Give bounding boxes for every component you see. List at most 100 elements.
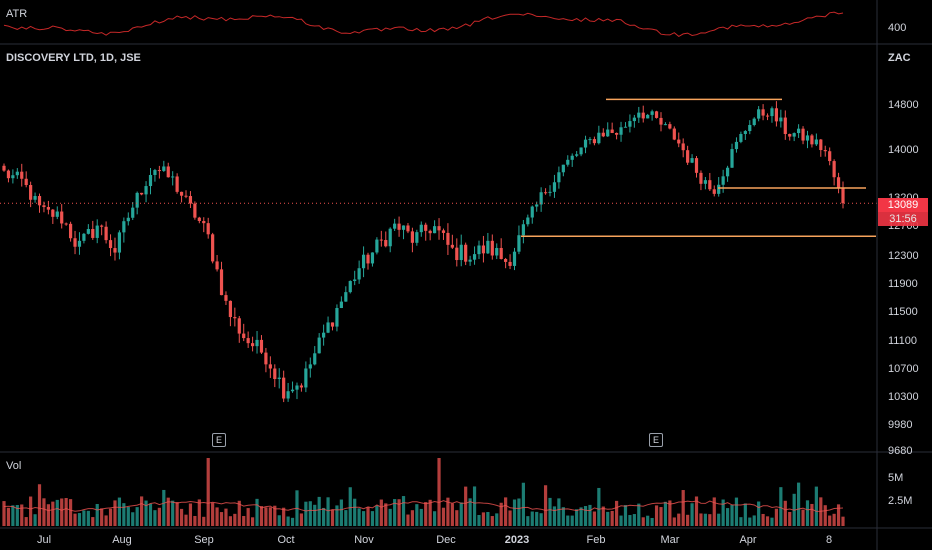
volume-bar xyxy=(361,511,366,526)
candle-body xyxy=(508,261,512,266)
volume-bar xyxy=(464,486,468,526)
volume-bar xyxy=(86,510,90,526)
candle-body xyxy=(401,225,406,230)
price-tick-label: 9980 xyxy=(888,419,912,431)
candle-body xyxy=(792,133,796,137)
volume-bar xyxy=(68,499,73,526)
volume-tick-label: 5M xyxy=(888,472,903,484)
candle-body xyxy=(55,211,59,217)
time-tick-label: Feb xyxy=(587,534,606,546)
volume-bar xyxy=(615,500,619,526)
volume-bar xyxy=(841,516,845,526)
volume-bar xyxy=(322,507,326,526)
candle-body xyxy=(206,223,210,235)
volume-bar xyxy=(779,487,783,526)
volume-bar xyxy=(77,513,82,526)
candle-body xyxy=(428,230,432,234)
volume-bar xyxy=(561,507,565,526)
volume-bar xyxy=(575,509,579,526)
volume-ma-line xyxy=(3,500,844,512)
volume-bar xyxy=(801,509,805,526)
candle-body xyxy=(499,247,503,259)
candle-body xyxy=(304,368,308,388)
volume-bar xyxy=(255,498,259,526)
candle-body xyxy=(832,161,836,178)
candle-body xyxy=(393,223,397,229)
candle-body xyxy=(703,180,707,184)
time-tick-label: Aug xyxy=(112,534,132,546)
candle-body xyxy=(322,332,326,338)
volume-bar xyxy=(530,511,534,526)
candle-body xyxy=(730,149,734,168)
candle-body xyxy=(566,159,570,165)
volume-bar xyxy=(517,498,521,526)
candle-body xyxy=(686,150,690,163)
price-pane[interactable] xyxy=(0,98,877,403)
candle-body xyxy=(77,240,82,247)
price-tick-label: 12300 xyxy=(888,250,919,262)
volume-bar xyxy=(637,503,641,526)
candle-body xyxy=(64,223,68,225)
volume-bar xyxy=(828,515,832,526)
volume-bar xyxy=(446,497,450,526)
candle-body xyxy=(250,343,255,347)
candle-body xyxy=(33,196,37,200)
candle-body xyxy=(699,172,703,184)
volume-bar xyxy=(397,499,401,526)
volume-pane xyxy=(2,458,845,526)
candle-body xyxy=(583,139,588,148)
candle-body xyxy=(255,339,259,347)
volume-bar xyxy=(37,484,42,526)
candle-body xyxy=(774,108,779,122)
candle-body xyxy=(166,166,170,178)
volume-bar xyxy=(410,510,415,526)
candle-body xyxy=(73,238,77,247)
candle-body xyxy=(95,225,99,238)
volume-bar xyxy=(73,513,77,526)
volume-bar xyxy=(379,499,383,526)
candle-body xyxy=(592,139,597,144)
volume-bar xyxy=(179,508,184,526)
volume-bar xyxy=(330,509,335,526)
price-tick-label: 10700 xyxy=(888,363,919,375)
candle-body xyxy=(619,127,623,135)
price-tick-label: 11900 xyxy=(888,278,918,290)
earnings-badge-mar[interactable]: E xyxy=(649,433,663,447)
symbol-title[interactable]: DISCOVERY LTD, 1D, JSE xyxy=(6,52,141,64)
candle-body xyxy=(765,115,770,117)
volume-bar xyxy=(823,505,827,526)
volume-tick-label: 2.5M xyxy=(888,495,912,507)
volume-bar xyxy=(490,516,494,526)
volume-bar xyxy=(131,512,135,526)
volume-bar xyxy=(512,499,517,526)
candle-body xyxy=(162,166,166,171)
volume-bar xyxy=(55,499,59,526)
volume-bar xyxy=(166,497,170,526)
volume-bar xyxy=(539,513,543,526)
volume-bar xyxy=(641,517,645,526)
candle-body xyxy=(286,391,290,399)
earnings-badge-sep[interactable]: E xyxy=(212,433,226,447)
candle-body xyxy=(468,259,472,262)
volume-bar xyxy=(339,499,343,526)
volume-bar xyxy=(743,503,747,526)
candle-body xyxy=(530,206,534,218)
candle-body xyxy=(504,258,508,262)
candle-body xyxy=(570,155,574,160)
volume-bar xyxy=(455,510,459,526)
candle-body xyxy=(86,229,90,234)
volume-bar xyxy=(33,514,37,526)
volume-bar xyxy=(810,503,814,526)
volume-bar xyxy=(610,510,614,526)
time-tick-label: 8 xyxy=(826,534,832,546)
candle-body xyxy=(313,353,317,365)
candle-body xyxy=(215,261,219,270)
volume-bar xyxy=(428,499,432,526)
candle-body xyxy=(290,389,295,392)
price-tick-label: 9680 xyxy=(888,445,912,457)
candle-body xyxy=(610,129,614,133)
volume-bar xyxy=(304,501,308,526)
volume-bar xyxy=(783,500,787,526)
